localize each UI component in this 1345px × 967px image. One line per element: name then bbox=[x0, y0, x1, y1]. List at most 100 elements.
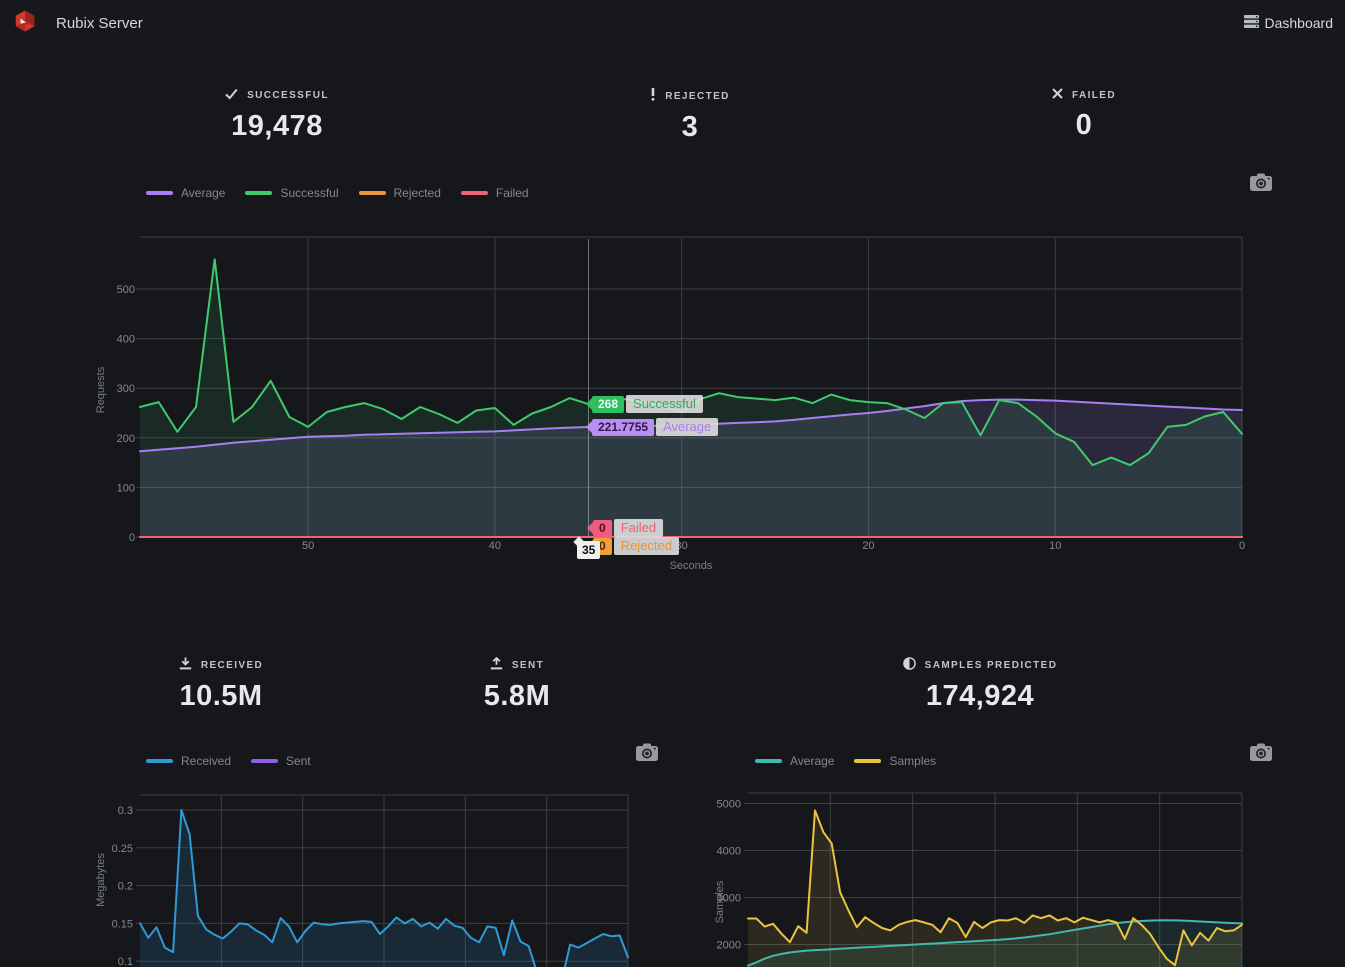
stat-label: SUCCESSFUL bbox=[247, 90, 329, 101]
tooltip-average: 221.7755 Average bbox=[592, 418, 719, 436]
samples-chart-legend: Average Samples bbox=[755, 754, 956, 768]
camera-icon bbox=[635, 743, 659, 765]
svg-text:0.3: 0.3 bbox=[118, 805, 133, 817]
stat-label: RECEIVED bbox=[200, 659, 264, 671]
svg-text:400: 400 bbox=[117, 334, 135, 346]
dashboard-icon bbox=[1243, 15, 1259, 31]
brand[interactable]: Rubix Server bbox=[0, 10, 143, 37]
svg-text:4000: 4000 bbox=[717, 846, 741, 858]
stat-failed: FAILED 0 bbox=[934, 88, 1234, 142]
legend-label: Received bbox=[181, 754, 232, 768]
svg-text:Seconds: Seconds bbox=[670, 560, 713, 572]
requests-chart-legend: Average Successful Rejected Failed bbox=[146, 186, 549, 200]
tooltip-failed: 0 Failed bbox=[593, 519, 664, 537]
stat-value: 3 bbox=[681, 111, 699, 143]
svg-text:10: 10 bbox=[1049, 540, 1061, 552]
svg-text:3000: 3000 bbox=[717, 893, 741, 905]
network-chart-legend: Received Sent bbox=[146, 754, 331, 768]
camera-icon bbox=[1249, 173, 1273, 195]
upload-icon bbox=[490, 656, 503, 673]
tooltip-failed-label: Failed bbox=[613, 519, 664, 537]
samples-chart[interactable]: 2000 3000 4000 5000 Samples bbox=[0, 780, 1345, 967]
nav-dashboard[interactable]: Dashboard bbox=[1243, 15, 1345, 31]
legend-label: Rejected bbox=[393, 186, 441, 200]
stat-value: 19,478 bbox=[231, 110, 323, 142]
svg-text:50: 50 bbox=[302, 540, 314, 552]
legend-label: Average bbox=[790, 754, 835, 768]
network-chart[interactable]: 0.1 0.15 0.2 0.25 0.3 Megabytes bbox=[0, 780, 1345, 967]
chart-cursor-line bbox=[588, 239, 589, 537]
tooltip-successful-value: 268 bbox=[592, 395, 625, 413]
legend-swatch bbox=[854, 759, 882, 763]
svg-text:Samples: Samples bbox=[714, 880, 726, 923]
legend-label: Sent bbox=[286, 754, 311, 768]
legend-swatch bbox=[755, 759, 782, 763]
stat-value: 174,924 bbox=[925, 680, 1035, 712]
export-requests-chart-button[interactable] bbox=[1248, 172, 1274, 194]
svg-text:0.1: 0.1 bbox=[118, 956, 133, 967]
check-icon bbox=[225, 88, 238, 103]
legend-item-rejected[interactable]: Rejected bbox=[358, 186, 441, 200]
legend-item-sent[interactable]: Sent bbox=[251, 754, 311, 768]
svg-text:300: 300 bbox=[117, 383, 135, 395]
half-circle-icon bbox=[902, 657, 916, 673]
legend-item-successful[interactable]: Successful bbox=[245, 186, 339, 200]
nav-dashboard-label: Dashboard bbox=[1264, 15, 1334, 31]
legend-label: Failed bbox=[495, 186, 529, 200]
svg-text:0.2: 0.2 bbox=[118, 881, 133, 893]
legend-swatch bbox=[358, 191, 386, 195]
navbar: Rubix Server Dashboard bbox=[0, 0, 1345, 46]
svg-text:Megabytes: Megabytes bbox=[95, 853, 107, 907]
tooltip-successful-label: Successful bbox=[626, 395, 703, 413]
svg-text:100: 100 bbox=[117, 482, 135, 494]
stat-samples-predicted: SAMPLES PREDICTED 174,924 bbox=[830, 657, 1130, 713]
legend-item-failed[interactable]: Failed bbox=[460, 186, 529, 200]
legend-swatch bbox=[251, 759, 279, 763]
x-icon bbox=[1052, 88, 1063, 102]
legend-label: Successful bbox=[280, 186, 339, 200]
svg-text:200: 200 bbox=[117, 433, 135, 445]
tooltip-rejected: 0 Rejected bbox=[593, 537, 679, 555]
exclamation-icon bbox=[650, 88, 656, 104]
legend-label: Average bbox=[181, 186, 226, 200]
legend-swatch bbox=[460, 191, 488, 195]
svg-text:5000: 5000 bbox=[717, 799, 741, 811]
stat-value: 0 bbox=[1075, 109, 1093, 141]
stat-sent: SENT 5.8M bbox=[367, 656, 667, 713]
tooltip-rejected-label: Rejected bbox=[613, 537, 679, 555]
tooltip-failed-value: 0 bbox=[593, 519, 612, 537]
legend-item-received[interactable]: Received bbox=[146, 754, 231, 768]
export-samples-chart-button[interactable] bbox=[1248, 742, 1274, 764]
tooltip-average-label: Average bbox=[656, 418, 719, 436]
legend-item-average[interactable]: Average bbox=[146, 186, 225, 200]
svg-text:0: 0 bbox=[1239, 540, 1245, 552]
rubix-logo-icon bbox=[14, 10, 36, 37]
stat-successful: SUCCESSFUL 19,478 bbox=[127, 88, 427, 143]
stat-label: FAILED bbox=[1072, 89, 1116, 101]
legend-item-average[interactable]: Average bbox=[755, 754, 834, 768]
stat-value: 5.8M bbox=[483, 680, 551, 712]
brand-title: Rubix Server bbox=[56, 14, 143, 32]
stat-value: 10.5M bbox=[179, 680, 263, 712]
svg-text:0: 0 bbox=[129, 532, 135, 544]
tooltip-average-value: 221.7755 bbox=[592, 418, 655, 436]
legend-item-samples[interactable]: Samples bbox=[854, 754, 936, 768]
stat-rejected: REJECTED 3 bbox=[540, 88, 840, 144]
tooltip-successful: 268 Successful bbox=[592, 395, 703, 413]
stat-label: SENT bbox=[511, 659, 545, 671]
legend-swatch bbox=[146, 759, 173, 763]
svg-text:0.15: 0.15 bbox=[112, 918, 133, 930]
legend-swatch bbox=[146, 191, 173, 195]
download-icon bbox=[179, 657, 192, 673]
svg-text:500: 500 bbox=[117, 284, 135, 296]
export-network-chart-button[interactable] bbox=[634, 742, 660, 764]
svg-text:40: 40 bbox=[489, 540, 501, 552]
svg-text:0.25: 0.25 bbox=[112, 843, 133, 855]
legend-swatch bbox=[245, 191, 273, 195]
stat-received: RECEIVED 10.5M bbox=[71, 657, 371, 713]
svg-text:Requests: Requests bbox=[95, 366, 107, 413]
legend-label: Samples bbox=[889, 754, 937, 768]
svg-text:20: 20 bbox=[862, 540, 874, 552]
